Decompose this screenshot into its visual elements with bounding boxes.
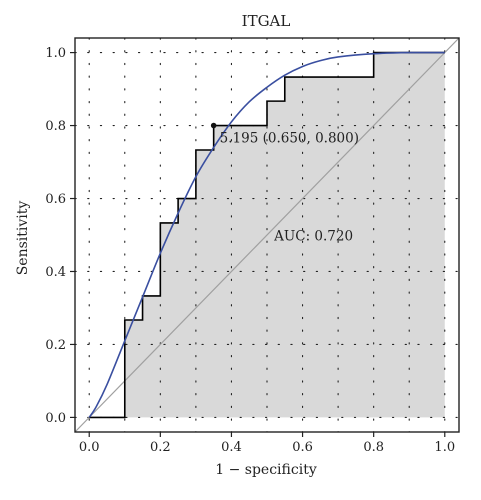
x-axis-label: 1 − specificity	[215, 462, 317, 478]
x-tick-label: 0.2	[150, 440, 171, 455]
y-tick-label: 0.6	[45, 192, 66, 207]
plot-area: 0.0 0.2 0.4 0.6 0.8 1.0 0.0 0.2 0.4 0.6 0.8 1.0 5.19…	[45, 37, 460, 455]
x-tick-label: 0.4	[221, 440, 242, 455]
auc-label: AUC: 0.720	[273, 228, 353, 244]
reference-diagonal-line	[74, 37, 460, 433]
empirical-roc-step-line	[89, 51, 445, 419]
y-tick-label: 1.0	[45, 46, 66, 61]
x-tick-label: 0.6	[292, 440, 313, 455]
y-axis-label: Sensitivity	[15, 201, 31, 276]
y-tick-label: 0.0	[45, 411, 66, 426]
plot-frame	[74, 37, 460, 433]
x-tick-label: 0.0	[79, 440, 100, 455]
y-tick-label: 0.4	[45, 265, 66, 280]
smoothed-roc-line	[88, 51, 445, 418]
x-tick-label: 1.0	[434, 440, 455, 455]
y-tick-label: 0.8	[45, 119, 66, 134]
best-threshold-label: 5.195 (0.650, 0.800)	[220, 131, 359, 147]
y-tick-label: 0.2	[45, 338, 66, 353]
best-threshold-point	[210, 122, 217, 129]
chart-title: ITGAL	[242, 12, 291, 30]
x-tick-label: 0.8	[363, 440, 384, 455]
